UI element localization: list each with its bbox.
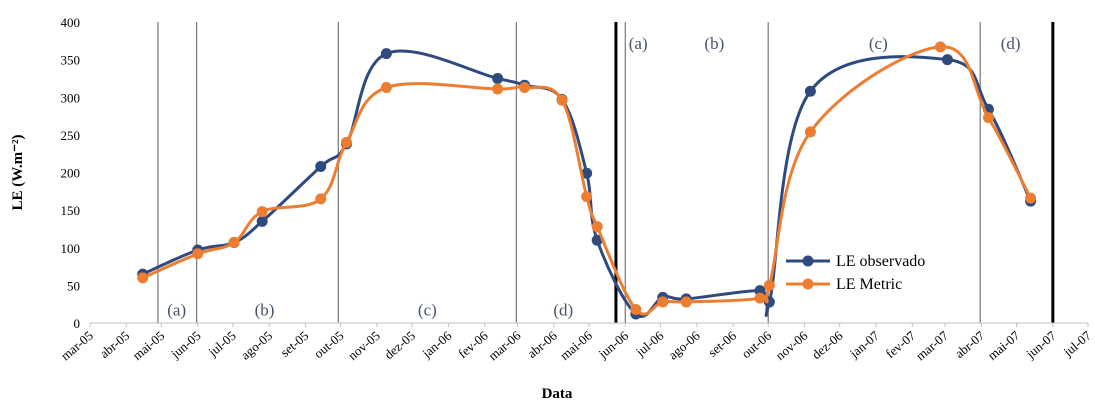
x-tick-label: jan-06 [419, 327, 455, 361]
y-tick-label: 100 [61, 241, 81, 256]
x-tick-label: mai-05 [130, 328, 168, 363]
series-group [137, 41, 1037, 320]
phase-label: (b) [255, 300, 275, 319]
series-le-metric [137, 41, 1037, 316]
data-point-le-metric [1025, 192, 1037, 204]
x-tick-label: set-05 [277, 328, 311, 360]
x-tick-label: jul-07 [1060, 327, 1095, 359]
x-tick-label: dez-06 [809, 327, 846, 362]
data-point-le-observado [492, 72, 504, 84]
x-axis-title: Data [542, 386, 573, 402]
phase-labels: (a) (b) (c) (d) (a) (b) (c) (d) [167, 34, 1020, 319]
x-tick-label: out-06 [738, 327, 774, 361]
data-point-le-metric [934, 41, 946, 53]
x-tick-label: abr-05 [97, 328, 132, 361]
data-point-le-metric [315, 193, 327, 205]
x-tick-label: fev-06 [455, 327, 491, 361]
data-point-le-metric [657, 296, 669, 308]
phase-label: (d) [553, 300, 573, 319]
phase-label: (b) [704, 34, 724, 53]
y-axis-ticks: 0 50 100 150 200 250 300 350 400 [61, 15, 81, 331]
y-tick-label: 150 [61, 203, 81, 218]
x-tick-label: nov-06 [773, 327, 811, 362]
y-tick-label: 50 [67, 278, 80, 293]
data-point-le-metric [982, 112, 994, 124]
x-tick-label: mar-07 [913, 327, 952, 363]
x-tick-label: nov-05 [345, 328, 383, 363]
legend-label: LE Metric [836, 276, 902, 293]
phase-label: (a) [629, 34, 648, 53]
y-tick-label: 250 [61, 128, 81, 143]
phase-label: (d) [1001, 34, 1021, 53]
data-point-le-metric [763, 279, 775, 291]
y-tick-label: 200 [61, 166, 81, 181]
x-tick-label: jun-07 [1022, 327, 1059, 361]
data-point-le-metric [556, 94, 568, 106]
data-point-le-metric [492, 83, 504, 95]
x-tick-label: set-06 [705, 327, 739, 359]
x-tick-label: abr-07 [952, 327, 988, 360]
phase-label: (a) [167, 300, 186, 319]
data-point-le-metric [519, 81, 531, 93]
data-point-le-observado [581, 167, 593, 179]
data-point-le-observado [380, 48, 392, 60]
legend-item-le-metric: LE Metric [786, 276, 902, 293]
x-tick-label: fev-07 [883, 327, 919, 361]
x-tick-label: ago-05 [238, 328, 275, 363]
period-divider-lines [157, 22, 1055, 323]
x-tick-label: dez-05 [381, 328, 418, 362]
y-tick-label: 0 [74, 316, 81, 331]
data-point-le-metric [591, 221, 603, 233]
data-point-le-observado [591, 234, 603, 246]
data-point-le-metric [341, 136, 353, 148]
series-line-le-metric [142, 45, 1032, 316]
legend-marker [802, 278, 814, 290]
data-point-le-observado [315, 160, 327, 172]
y-tick-label: 350 [61, 53, 81, 68]
x-tick-label: abr-06 [524, 327, 560, 360]
data-point-le-metric [581, 191, 593, 203]
legend-item-le-observado: LE observado [786, 253, 925, 270]
phase-label: (c) [869, 34, 888, 53]
data-point-le-metric [630, 303, 642, 315]
x-tick-label: jun-06 [595, 327, 632, 361]
y-tick-label: 300 [61, 90, 81, 105]
data-point-le-metric [380, 81, 392, 93]
x-tick-label: ago-06 [665, 327, 703, 362]
x-tick-label: mai-07 [985, 327, 1023, 362]
data-point-le-metric [804, 126, 816, 138]
x-tick-label: mar-06 [485, 327, 524, 363]
data-point-le-observado [941, 54, 953, 66]
x-tick-label: jan-07 [846, 327, 882, 361]
phase-label: (c) [418, 300, 437, 319]
legend-marker [802, 255, 814, 267]
data-point-le-observado [256, 215, 268, 227]
data-point-le-metric [680, 296, 692, 308]
data-point-le-metric [228, 236, 240, 248]
data-point-le-metric [754, 292, 766, 304]
data-point-le-metric [256, 206, 268, 218]
x-tick-label: jul-06 [632, 327, 667, 359]
data-point-le-observado [804, 85, 816, 97]
data-point-le-metric [137, 272, 149, 284]
x-tick-label: jul-05 [205, 328, 239, 360]
legend-label: LE observado [836, 253, 925, 270]
x-tick-label: out-05 [311, 328, 347, 361]
y-tick-label: 400 [61, 15, 81, 30]
x-tick-label: jun-05 [167, 328, 203, 362]
legend: LE observado LE Metric [786, 253, 925, 293]
data-point-le-metric [192, 248, 204, 260]
data-point-le-observado [754, 285, 766, 297]
x-tick-label: mar-05 [58, 328, 96, 363]
x-tick-label: mai-06 [557, 327, 595, 362]
y-axis-title: LE (W.m⁻²) [10, 134, 26, 210]
